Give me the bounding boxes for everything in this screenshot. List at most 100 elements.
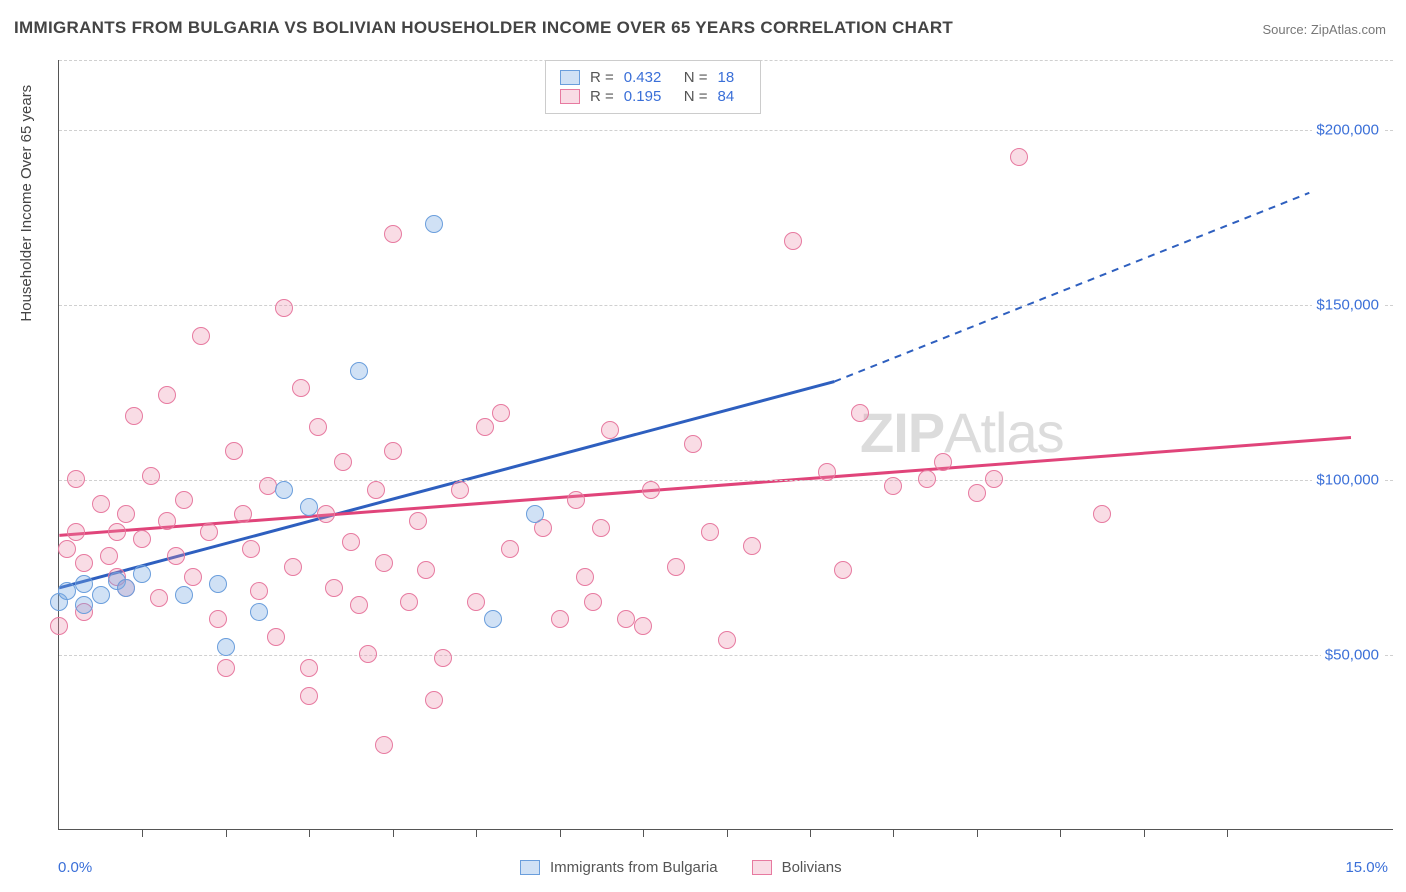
data-point xyxy=(359,645,377,663)
data-point xyxy=(784,232,802,250)
legend-r-label: R = xyxy=(590,69,614,86)
data-point xyxy=(467,593,485,611)
legend-r-value: 0.432 xyxy=(624,69,674,86)
x-axis-min-label: 0.0% xyxy=(58,859,92,876)
data-point xyxy=(409,512,427,530)
data-point xyxy=(743,537,761,555)
data-point xyxy=(334,453,352,471)
data-point xyxy=(684,435,702,453)
data-point xyxy=(476,418,494,436)
legend-series-label: Immigrants from Bulgaria xyxy=(550,859,718,876)
data-point xyxy=(117,579,135,597)
data-point xyxy=(918,470,936,488)
data-point xyxy=(225,442,243,460)
data-point xyxy=(1010,148,1028,166)
gridline xyxy=(59,305,1393,306)
data-point xyxy=(834,561,852,579)
x-tick xyxy=(1144,829,1145,837)
legend-r-label: R = xyxy=(590,88,614,105)
data-point xyxy=(108,523,126,541)
data-point xyxy=(117,505,135,523)
data-point xyxy=(58,582,76,600)
data-point xyxy=(100,547,118,565)
x-tick xyxy=(727,829,728,837)
data-point xyxy=(217,638,235,656)
data-point xyxy=(634,617,652,635)
data-point xyxy=(200,523,218,541)
legend-n-value: 84 xyxy=(718,88,746,105)
data-point xyxy=(400,593,418,611)
data-point xyxy=(417,561,435,579)
data-point xyxy=(275,299,293,317)
data-point xyxy=(92,495,110,513)
x-tick xyxy=(643,829,644,837)
data-point xyxy=(492,404,510,422)
data-point xyxy=(267,628,285,646)
x-tick xyxy=(977,829,978,837)
x-tick xyxy=(226,829,227,837)
legend-swatch xyxy=(752,860,772,875)
data-point xyxy=(75,554,93,572)
source-label: Source: ZipAtlas.com xyxy=(1262,22,1386,37)
data-point xyxy=(217,659,235,677)
y-tick-label: $150,000 xyxy=(1312,297,1383,314)
data-point xyxy=(325,579,343,597)
data-point xyxy=(367,481,385,499)
series-legend: Immigrants from BulgariaBolivians xyxy=(520,859,866,876)
gridline xyxy=(59,655,1393,656)
data-point xyxy=(167,547,185,565)
legend-row: R = 0.432N = 18 xyxy=(560,69,746,86)
data-point xyxy=(158,386,176,404)
data-point xyxy=(350,362,368,380)
data-point xyxy=(425,691,443,709)
x-axis-max-label: 15.0% xyxy=(1345,859,1388,876)
data-point xyxy=(67,470,85,488)
data-point xyxy=(451,481,469,499)
chart-title: IMMIGRANTS FROM BULGARIA VS BOLIVIAN HOU… xyxy=(14,18,953,38)
data-point xyxy=(501,540,519,558)
x-tick xyxy=(309,829,310,837)
data-point xyxy=(309,418,327,436)
data-point xyxy=(184,568,202,586)
legend-r-value: 0.195 xyxy=(624,88,674,105)
data-point xyxy=(584,593,602,611)
x-tick xyxy=(393,829,394,837)
data-point xyxy=(384,442,402,460)
data-point xyxy=(551,610,569,628)
x-tick xyxy=(1060,829,1061,837)
data-point xyxy=(259,477,277,495)
data-point xyxy=(300,659,318,677)
y-axis-label: Householder Income Over 65 years xyxy=(18,85,35,322)
data-point xyxy=(576,568,594,586)
data-point xyxy=(250,582,268,600)
y-tick-label: $200,000 xyxy=(1312,122,1383,139)
x-tick xyxy=(476,829,477,837)
correlation-legend: R = 0.432N = 18 R = 0.195N = 84 xyxy=(545,60,761,114)
legend-swatch xyxy=(560,70,580,85)
data-point xyxy=(58,540,76,558)
x-tick xyxy=(142,829,143,837)
data-point xyxy=(434,649,452,667)
data-point xyxy=(175,586,193,604)
data-point xyxy=(317,505,335,523)
data-point xyxy=(75,575,93,593)
y-tick-label: $50,000 xyxy=(1321,647,1383,664)
data-point xyxy=(275,481,293,499)
x-tick xyxy=(1227,829,1228,837)
legend-row: R = 0.195N = 84 xyxy=(560,88,746,105)
data-point xyxy=(384,225,402,243)
data-point xyxy=(133,530,151,548)
data-point xyxy=(192,327,210,345)
data-point xyxy=(242,540,260,558)
data-point xyxy=(375,736,393,754)
data-point xyxy=(209,610,227,628)
data-point xyxy=(50,617,68,635)
data-point xyxy=(250,603,268,621)
data-point xyxy=(300,687,318,705)
legend-swatch xyxy=(560,89,580,104)
data-point xyxy=(92,586,110,604)
data-point xyxy=(342,533,360,551)
plot-area: $50,000$100,000$150,000$200,000 xyxy=(58,60,1393,830)
data-point xyxy=(125,407,143,425)
data-point xyxy=(968,484,986,502)
